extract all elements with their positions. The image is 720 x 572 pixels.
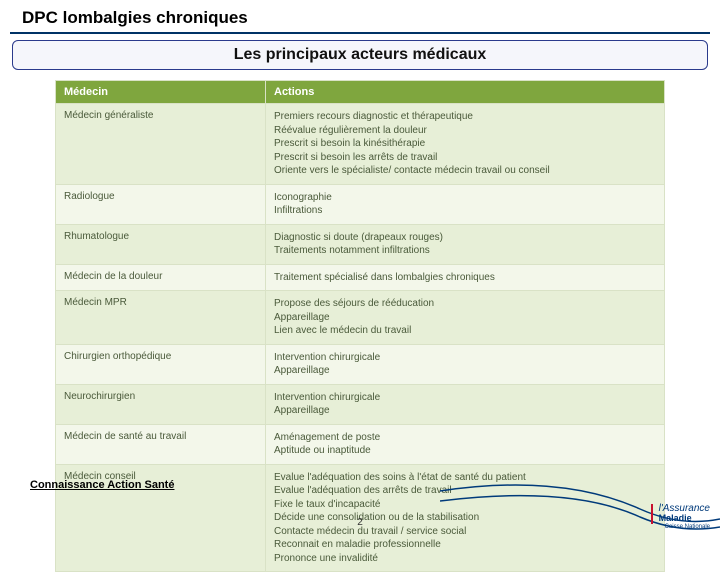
col-header-actions: Actions [266,81,664,103]
brand-logo: l'Assurance Maladie Caisse Nationale [651,504,710,530]
cell-role: Médecin MPR [56,290,266,344]
table-row: RadiologueIconographieInfiltrations [56,184,664,224]
table-row: Médecin de la douleurTraitement spéciali… [56,264,664,291]
cell-role: Neurochirurgien [56,384,266,424]
cell-role: Médecin généraliste [56,103,266,184]
cell-role: Chirurgien orthopédique [56,344,266,384]
cell-actions: Premiers recours diagnostic et thérapeut… [266,103,664,184]
logo-bar-icon [651,504,653,524]
table-row: Médecin généralistePremiers recours diag… [56,103,664,184]
table-row: Médecin MPRPropose des séjours de rééduc… [56,290,664,344]
logo-line1: l'Assurance [659,503,710,514]
page-number: 2 [357,517,363,528]
page-title: DPC lombalgies chroniques [0,0,720,32]
cell-actions: Intervention chirurgicaleAppareillage [266,344,664,384]
cell-actions: IconographieInfiltrations [266,184,664,224]
cell-role: Médecin de la douleur [56,264,266,291]
col-header-role: Médecin [56,81,266,103]
table-row: Médecin de santé au travailAménagement d… [56,424,664,464]
table-header: Médecin Actions [56,81,664,103]
title-underline [10,32,710,34]
cell-actions: Diagnostic si doute (drapeaux rouges)Tra… [266,224,664,264]
section-banner: Les principaux acteurs médicaux [12,40,708,70]
cell-actions: Intervention chirurgicaleAppareillage [266,384,664,424]
cell-role: Médecin de santé au travail [56,424,266,464]
footer: Connaissance Action Santé 2 l'Assurance … [0,479,720,534]
cell-role: Rhumatologue [56,224,266,264]
table-row: NeurochirurgienIntervention chirurgicale… [56,384,664,424]
logo-sub: Caisse Nationale [651,524,710,530]
cell-actions: Propose des séjours de rééducationAppare… [266,290,664,344]
cell-actions: Traitement spécialisé dans lombalgies ch… [266,264,664,291]
table-row: RhumatologueDiagnostic si doute (drapeau… [56,224,664,264]
logo-line2: Maladie [659,513,692,523]
cell-role: Radiologue [56,184,266,224]
table-row: Chirurgien orthopédiqueIntervention chir… [56,344,664,384]
cell-actions: Aménagement de posteAptitude ou inaptitu… [266,424,664,464]
